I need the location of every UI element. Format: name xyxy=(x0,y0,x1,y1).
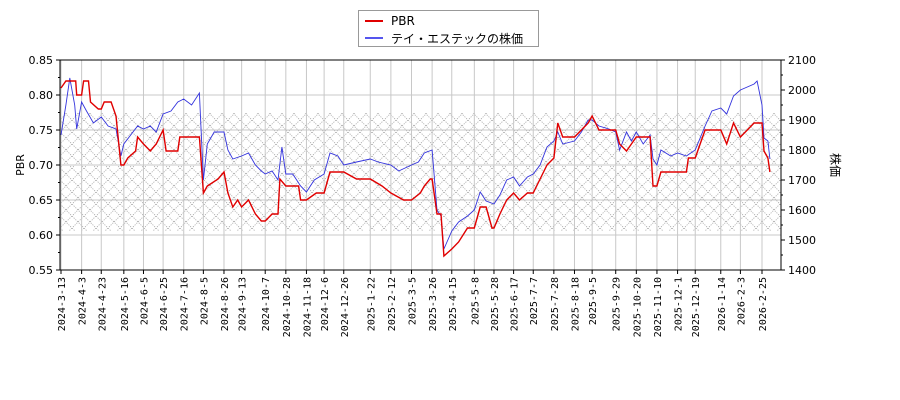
y-axis-right: 1400 1500 1600 1700 1800 1900 2000 2100 xyxy=(781,54,816,277)
x-tick-label: 2024-6-5 xyxy=(139,277,150,325)
price-line xyxy=(60,77,771,250)
y-tick-label: 0.80 xyxy=(29,89,54,102)
x-tick-label: 2025-3-26 xyxy=(428,277,439,331)
legend-swatch-pbr xyxy=(365,20,383,22)
pbr-line xyxy=(60,80,771,258)
y-right-tick-label: 1700 xyxy=(788,174,816,187)
y-right-tick-label: 1600 xyxy=(788,204,816,217)
x-tick-label: 2025-12-1 xyxy=(674,277,685,331)
y-right-tick-label: 1500 xyxy=(788,234,816,247)
y-right-tick-label: 1800 xyxy=(788,144,816,157)
x-tick-label: 2026-2-25 xyxy=(758,277,769,331)
y-axis-label-left: PBR xyxy=(14,154,27,176)
y-tick-label: 0.55 xyxy=(29,264,54,277)
x-axis: 2024-3-13 2024-4-3 2024-4-23 2024-5-16 2024-… xyxy=(57,270,769,337)
x-tick-label: 2024-12-26 xyxy=(340,277,351,337)
x-tick-label: 2025-6-17 xyxy=(510,277,521,331)
x-tick-label: 2026-1-14 xyxy=(717,277,728,331)
x-tick-label: 2025-10-20 xyxy=(632,277,643,337)
y-tick-label: 0.85 xyxy=(29,54,54,67)
x-tick-label: 2024-6-25 xyxy=(159,277,170,331)
legend-label-price: テイ・エステックの株価 xyxy=(391,31,524,46)
x-tick-label: 2026-2-3 xyxy=(736,277,747,325)
x-tick-label: 2024-11-18 xyxy=(302,277,313,337)
y-tick-label: 0.60 xyxy=(29,229,54,242)
x-tick-label: 2024-4-3 xyxy=(78,277,89,325)
y-axis-left: 0.55 0.60 0.65 0.70 0.75 0.80 0.85 xyxy=(29,54,60,277)
x-tick-label: 2025-7-28 xyxy=(550,277,561,331)
legend: PBR テイ・エステックの株価 xyxy=(358,10,539,47)
y-right-tick-label: 1900 xyxy=(788,114,816,127)
y-tick-label: 0.65 xyxy=(29,194,54,207)
legend-item-price: テイ・エステックの株価 xyxy=(365,31,524,46)
x-tick-label: 2025-3-5 xyxy=(408,277,419,325)
x-tick-label: 2025-12-19 xyxy=(691,277,702,337)
x-tick-label: 2025-5-8 xyxy=(470,277,481,325)
x-tick-label: 2024-3-13 xyxy=(57,277,68,331)
y-axis-label-right: 株価 xyxy=(828,153,843,177)
x-tick-label: 2024-8-5 xyxy=(199,277,210,325)
legend-swatch-price xyxy=(365,37,383,39)
x-tick-label: 2024-8-26 xyxy=(220,277,231,331)
y-right-tick-label: 2000 xyxy=(788,84,816,97)
y-tick-label: 0.75 xyxy=(29,124,54,137)
y-tick-label: 0.70 xyxy=(29,159,54,172)
x-tick-label: 2025-2-12 xyxy=(387,277,398,331)
x-tick-label: 2024-12-6 xyxy=(320,277,331,331)
x-tick-label: 2024-10-28 xyxy=(282,277,293,337)
plot-area xyxy=(59,59,782,271)
x-tick-label: 2024-10-7 xyxy=(261,277,272,331)
x-tick-label: 2025-7-7 xyxy=(529,277,540,325)
x-tick-label: 2024-5-16 xyxy=(120,277,131,331)
y-right-tick-label: 2100 xyxy=(788,54,816,67)
x-tick-label: 2024-9-13 xyxy=(238,277,249,331)
x-tick-label: 2024-7-16 xyxy=(180,277,191,331)
x-tick-label: 2025-9-5 xyxy=(588,277,599,325)
y-right-tick-label: 1400 xyxy=(788,264,816,277)
legend-label-pbr: PBR xyxy=(391,14,415,28)
x-tick-label: 2025-4-15 xyxy=(448,277,459,331)
x-tick-label: 2025-5-28 xyxy=(490,277,501,331)
x-tick-label: 2025-9-29 xyxy=(612,277,623,331)
x-tick-label: 2024-4-23 xyxy=(97,277,108,331)
x-tick-label: 2025-11-10 xyxy=(653,277,664,337)
x-tick-label: 2025-8-18 xyxy=(570,277,581,331)
legend-item-pbr: PBR xyxy=(365,14,415,28)
x-tick-label: 2025-1-22 xyxy=(366,277,377,331)
